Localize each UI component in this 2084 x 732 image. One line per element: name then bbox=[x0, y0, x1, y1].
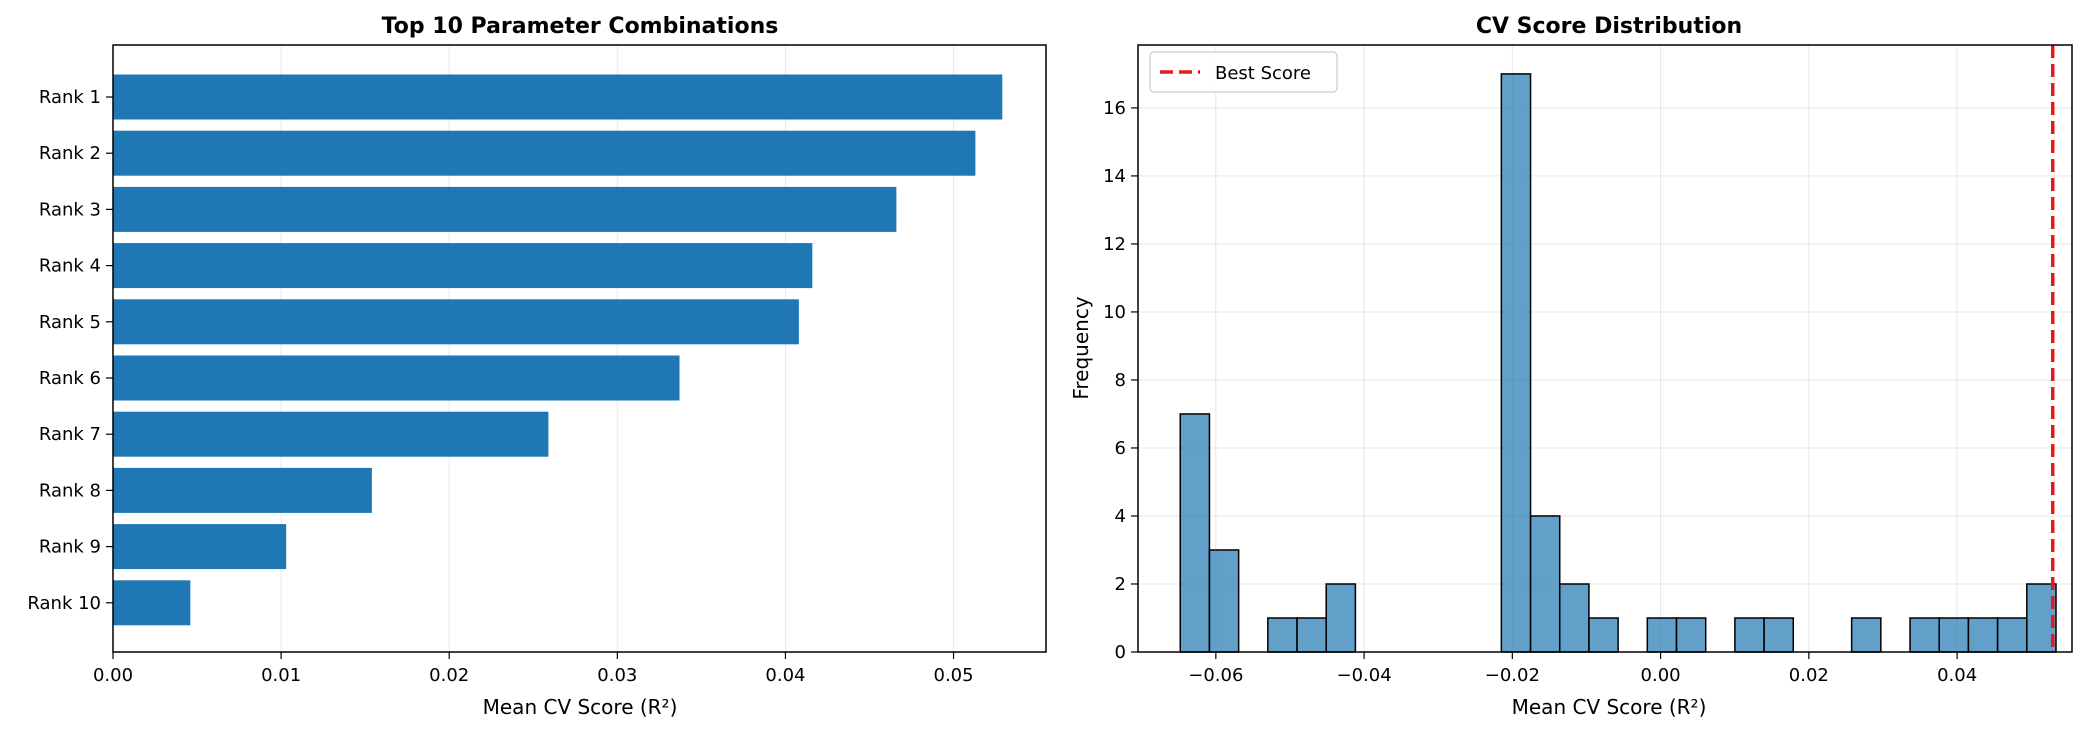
histogram-bar bbox=[1996, 617, 2028, 653]
legend-box bbox=[1149, 51, 1338, 93]
left-bar bbox=[113, 299, 799, 345]
histogram-bar bbox=[1588, 617, 1619, 653]
cv-score-histogram: CV Score Distribution −0.06 −0.04 −0.02 0.0… bbox=[1069, 14, 2073, 719]
left-y-tick-label: Rank 6 bbox=[39, 368, 101, 389]
right-x-tick-label: 0.00 bbox=[1641, 665, 1681, 686]
histogram-bar bbox=[1179, 413, 1211, 653]
left-x-axis-label: Mean CV Score (R²) bbox=[483, 695, 678, 719]
histogram-bar bbox=[1500, 73, 1532, 653]
left-x-tick-label: 0.03 bbox=[597, 665, 637, 686]
left-y-ticks: Rank 1 Rank 2 Rank 3 Rank 4 Rank 5 Rank 6 Rank… bbox=[27, 87, 113, 614]
left-y-tick-label: Rank 2 bbox=[39, 143, 101, 164]
right-axes-frame bbox=[1137, 44, 2073, 653]
top-10-bar-chart: Top 10 Parameter Combinations 0.00 0.01 0.… bbox=[27, 14, 1047, 719]
right-y-tick-label: 4 bbox=[1115, 506, 1126, 527]
right-x-tick-label: −0.04 bbox=[1337, 665, 1392, 686]
histogram-bar bbox=[1325, 583, 1357, 653]
histogram-bar bbox=[1267, 617, 1298, 653]
right-y-tick-label: 6 bbox=[1115, 438, 1126, 459]
left-axes-frame bbox=[112, 44, 1047, 653]
histogram-bar bbox=[1675, 617, 1707, 653]
right-grid bbox=[1138, 45, 2072, 653]
left-x-tick-label: 0.04 bbox=[765, 665, 805, 686]
left-y-tick-label: Rank 3 bbox=[39, 199, 101, 220]
legend-label: Best Score bbox=[1215, 63, 1311, 84]
left-x-tick-label: 0.02 bbox=[429, 665, 469, 686]
right-x-tick-label: −0.06 bbox=[1188, 665, 1243, 686]
right-y-tick-label: 8 bbox=[1115, 370, 1126, 391]
right-y-tick-label: 2 bbox=[1115, 574, 1126, 595]
histogram-bar bbox=[1909, 617, 1940, 653]
right-x-tick-label: 0.02 bbox=[1789, 665, 1829, 686]
right-y-tick-label: 14 bbox=[1103, 166, 1126, 187]
right-y-ticks: 0 2 4 6 8 10 12 14 16 bbox=[1103, 98, 1138, 663]
histogram-bar bbox=[1967, 617, 1999, 653]
right-y-tick-label: 10 bbox=[1103, 302, 1126, 323]
right-x-tick-label: 0.04 bbox=[1937, 665, 1977, 686]
right-y-tick-label: 0 bbox=[1115, 642, 1126, 663]
right-y-tick-label: 16 bbox=[1103, 98, 1126, 119]
legend: Best Score bbox=[1149, 51, 1338, 93]
histogram-bar bbox=[1646, 617, 1678, 653]
right-x-tick-label: −0.02 bbox=[1485, 665, 1540, 686]
left-x-tick-label: 0.00 bbox=[93, 665, 133, 686]
right-bars bbox=[1179, 73, 2057, 653]
histogram-bar bbox=[1850, 617, 1882, 653]
histogram-bar bbox=[1763, 617, 1795, 653]
right-chart-title: CV Score Distribution bbox=[1476, 14, 1742, 39]
histogram-bar bbox=[1208, 549, 1240, 653]
right-y-tick-label: 12 bbox=[1103, 234, 1126, 255]
histogram-bar bbox=[1734, 617, 1765, 653]
left-bar bbox=[113, 524, 287, 570]
left-y-tick-label: Rank 5 bbox=[39, 312, 101, 333]
left-bar bbox=[113, 355, 680, 401]
left-x-tick-label: 0.05 bbox=[934, 665, 974, 686]
left-bars bbox=[113, 74, 1003, 626]
left-y-tick-label: Rank 8 bbox=[39, 480, 101, 501]
left-bar bbox=[113, 580, 191, 626]
left-bar bbox=[113, 467, 372, 513]
left-x-tick-label: 0.01 bbox=[261, 665, 301, 686]
left-y-tick-label: Rank 7 bbox=[39, 424, 101, 445]
right-x-ticks: −0.06 −0.04 −0.02 0.00 0.02 0.04 bbox=[1188, 652, 1977, 686]
left-y-tick-label: Rank 9 bbox=[39, 537, 101, 558]
histogram-bar bbox=[1938, 617, 1970, 653]
left-x-ticks: 0.00 0.01 0.02 0.03 0.04 0.05 bbox=[93, 652, 974, 686]
left-bar bbox=[113, 130, 976, 176]
right-x-axis-label: Mean CV Score (R²) bbox=[1512, 695, 1707, 719]
left-bar bbox=[113, 74, 1003, 120]
right-y-axis-label: Frequency bbox=[1069, 296, 1093, 399]
histogram-bar bbox=[1296, 617, 1327, 653]
left-bar bbox=[113, 186, 897, 232]
left-bar bbox=[113, 243, 813, 289]
histogram-bar bbox=[1558, 583, 1590, 653]
histogram-bar bbox=[1529, 515, 1561, 653]
left-bar bbox=[113, 411, 549, 457]
left-y-tick-label: Rank 10 bbox=[27, 593, 101, 614]
left-y-tick-label: Rank 1 bbox=[39, 87, 101, 108]
left-chart-title: Top 10 Parameter Combinations bbox=[382, 14, 779, 39]
left-y-tick-label: Rank 4 bbox=[39, 256, 101, 277]
